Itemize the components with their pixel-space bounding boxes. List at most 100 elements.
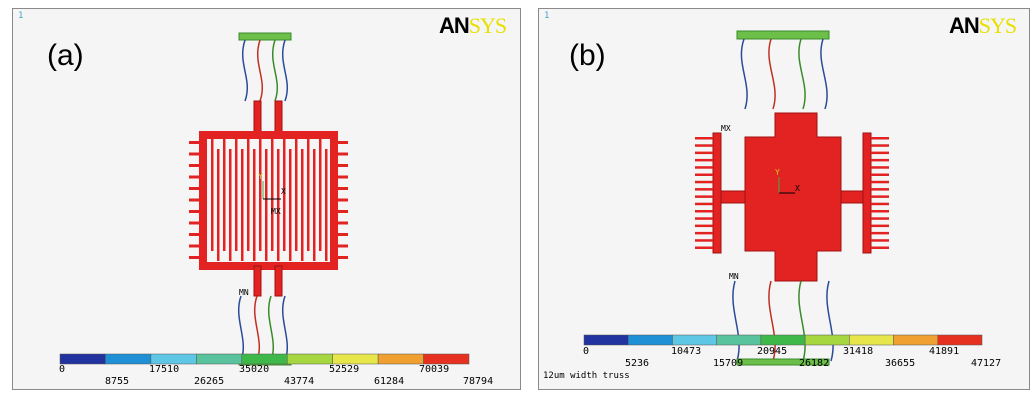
top-anchor (238, 32, 292, 41)
svg-text:X: X (795, 184, 800, 193)
marker-mn: MN (729, 272, 739, 281)
legend-tick: 36655 (885, 358, 916, 369)
svg-text:X: X (281, 187, 286, 196)
side-tooth (871, 137, 889, 140)
bottom-anchor (736, 358, 830, 366)
legend-swatch (672, 334, 717, 346)
comb-finger (325, 149, 328, 261)
legend-swatch (196, 353, 243, 365)
side-tooth (871, 217, 889, 220)
legend-tick: 70039 (419, 364, 450, 375)
comb-finger (241, 149, 244, 261)
comb-finger (289, 149, 292, 261)
legend-tick: 0 (583, 346, 590, 357)
marker-mn: MN (239, 288, 249, 297)
side-tooth (695, 239, 713, 242)
legend-tick: 0 (59, 364, 66, 375)
legend-swatch (893, 334, 939, 346)
fea-model-a: Y X MX MN (59, 32, 470, 366)
side-tooth (871, 239, 889, 242)
legend-swatch (150, 353, 197, 365)
side-tooth (695, 246, 713, 249)
comb-finger (295, 139, 298, 251)
legend-swatch (423, 353, 470, 365)
side-tooth (871, 144, 889, 147)
comb-finger (247, 139, 250, 251)
comb-finger (283, 139, 286, 251)
comb-finger (253, 149, 256, 261)
side-tooth (871, 246, 889, 249)
comb-finger (265, 149, 268, 261)
side-tooth (334, 152, 348, 156)
side-tooth (189, 164, 203, 167)
legend-swatch (849, 334, 894, 346)
top-springs (241, 39, 289, 102)
side-tooth (695, 158, 713, 162)
side-tooth (334, 210, 348, 213)
side-tooth (871, 210, 889, 213)
side-tooth (871, 224, 889, 228)
comb-finger (217, 149, 220, 261)
legend-tick: 35020 (239, 364, 270, 375)
side-tooth (871, 180, 889, 184)
side-tooth (695, 202, 713, 206)
color-legend (59, 353, 470, 365)
side-tooth (334, 175, 348, 179)
panel-label: (a) (47, 39, 84, 72)
side-tooth (189, 244, 203, 248)
comb-finger (259, 139, 262, 251)
ansys-logo: ANSYS (439, 13, 507, 38)
side-tooth (189, 141, 203, 144)
side-tooth (189, 198, 203, 202)
side-tooth (695, 144, 713, 147)
legend-tick: 8755 (105, 376, 130, 387)
window-number: 1 (18, 11, 24, 21)
side-tooth (695, 137, 713, 140)
side-tooth (871, 231, 889, 235)
side-tooth (695, 166, 713, 169)
svg-text:Y: Y (258, 172, 263, 181)
side-tooth (189, 152, 203, 156)
side-tooth (189, 221, 203, 225)
legend-tick: 31418 (843, 346, 874, 357)
side-tooth (189, 256, 203, 259)
side-tooth (695, 217, 713, 220)
window-number: 1 (544, 11, 550, 21)
comb-finger (235, 139, 238, 251)
comb-finger (211, 139, 214, 251)
fea-model-b: Y X MX MN (583, 30, 983, 366)
panel-label: (b) (569, 39, 606, 72)
legend-tick: 47127 (971, 358, 1002, 369)
side-tooth (334, 187, 348, 190)
panel-b: 1 (b) ANSYS Y X MX M (538, 8, 1030, 390)
comb-finger (319, 139, 322, 251)
comb-finger (331, 139, 334, 251)
legend-tick: 10473 (671, 346, 702, 357)
legend-swatch (760, 334, 806, 346)
svg-text:Y: Y (775, 168, 780, 177)
legend-tick: 61284 (374, 376, 405, 387)
bottom-springs (732, 280, 834, 362)
side-tooth (871, 158, 889, 162)
marker-mx: MX (271, 207, 281, 216)
top-springs (740, 38, 828, 110)
color-legend (583, 334, 983, 346)
side-tooth (695, 173, 713, 176)
legend-swatch (937, 334, 983, 346)
comb-finger (307, 139, 310, 251)
side-tooth (334, 256, 348, 259)
legend-swatch (583, 334, 629, 346)
side-tooth (871, 195, 889, 198)
comb-finger (313, 149, 316, 261)
legend-tick: 20945 (757, 346, 788, 357)
marker-mx: MX (721, 124, 731, 133)
comb-finger (223, 139, 226, 251)
panel-a: 1 (a) ANSYS (12, 8, 521, 390)
legend-tick: 52529 (329, 364, 360, 375)
legend-tick: 5236 (625, 358, 650, 369)
side-tooth (695, 188, 713, 191)
caption: 12um width truss (543, 371, 630, 381)
ansys-logo: ANSYS (949, 13, 1017, 38)
side-tooth (334, 244, 348, 248)
legend-tick: 41891 (929, 346, 960, 357)
